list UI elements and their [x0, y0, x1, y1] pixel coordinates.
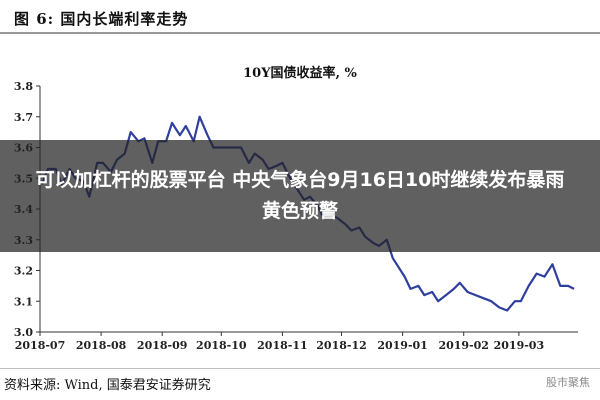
- figure-title: 图 6: 国内长端利率走势: [14, 10, 189, 28]
- x-tick-label: 2018-12: [316, 339, 367, 352]
- source-note: 资料来源: Wind, 国泰君安证券研究: [4, 378, 211, 393]
- x-tick-label: 2018-11: [257, 339, 308, 352]
- chart-title: 10Y国债收益率, %: [243, 66, 357, 81]
- y-tick-label: 3.2: [14, 265, 33, 278]
- overlay-banner[interactable]: 可以加杠杆的股票平台 中央气象台9月16日10时继续发布暴雨黄色预警: [0, 140, 600, 252]
- banner-headline[interactable]: 可以加杠杆的股票平台 中央气象台9月16日10时继续发布暴雨黄色预警: [35, 169, 565, 222]
- y-tick-label: 3.7: [14, 111, 33, 124]
- y-tick-label: 3.1: [14, 295, 33, 308]
- x-tick-label: 2018-08: [76, 339, 127, 352]
- x-tick-label: 2019-03: [494, 339, 545, 352]
- watermark-logo: 股市聚焦: [546, 376, 590, 389]
- x-tick-label: 2018-10: [196, 339, 247, 352]
- x-tick-label: 2019-01: [377, 339, 428, 352]
- x-tick-label: 2018-09: [137, 339, 188, 352]
- x-tick-label: 2019-02: [438, 339, 489, 352]
- y-tick-label: 3.0: [14, 326, 33, 339]
- title-divider: [0, 32, 600, 34]
- source-divider: [0, 368, 600, 369]
- y-tick-label: 3.8: [14, 80, 33, 93]
- x-tick-label: 2018-07: [15, 339, 66, 352]
